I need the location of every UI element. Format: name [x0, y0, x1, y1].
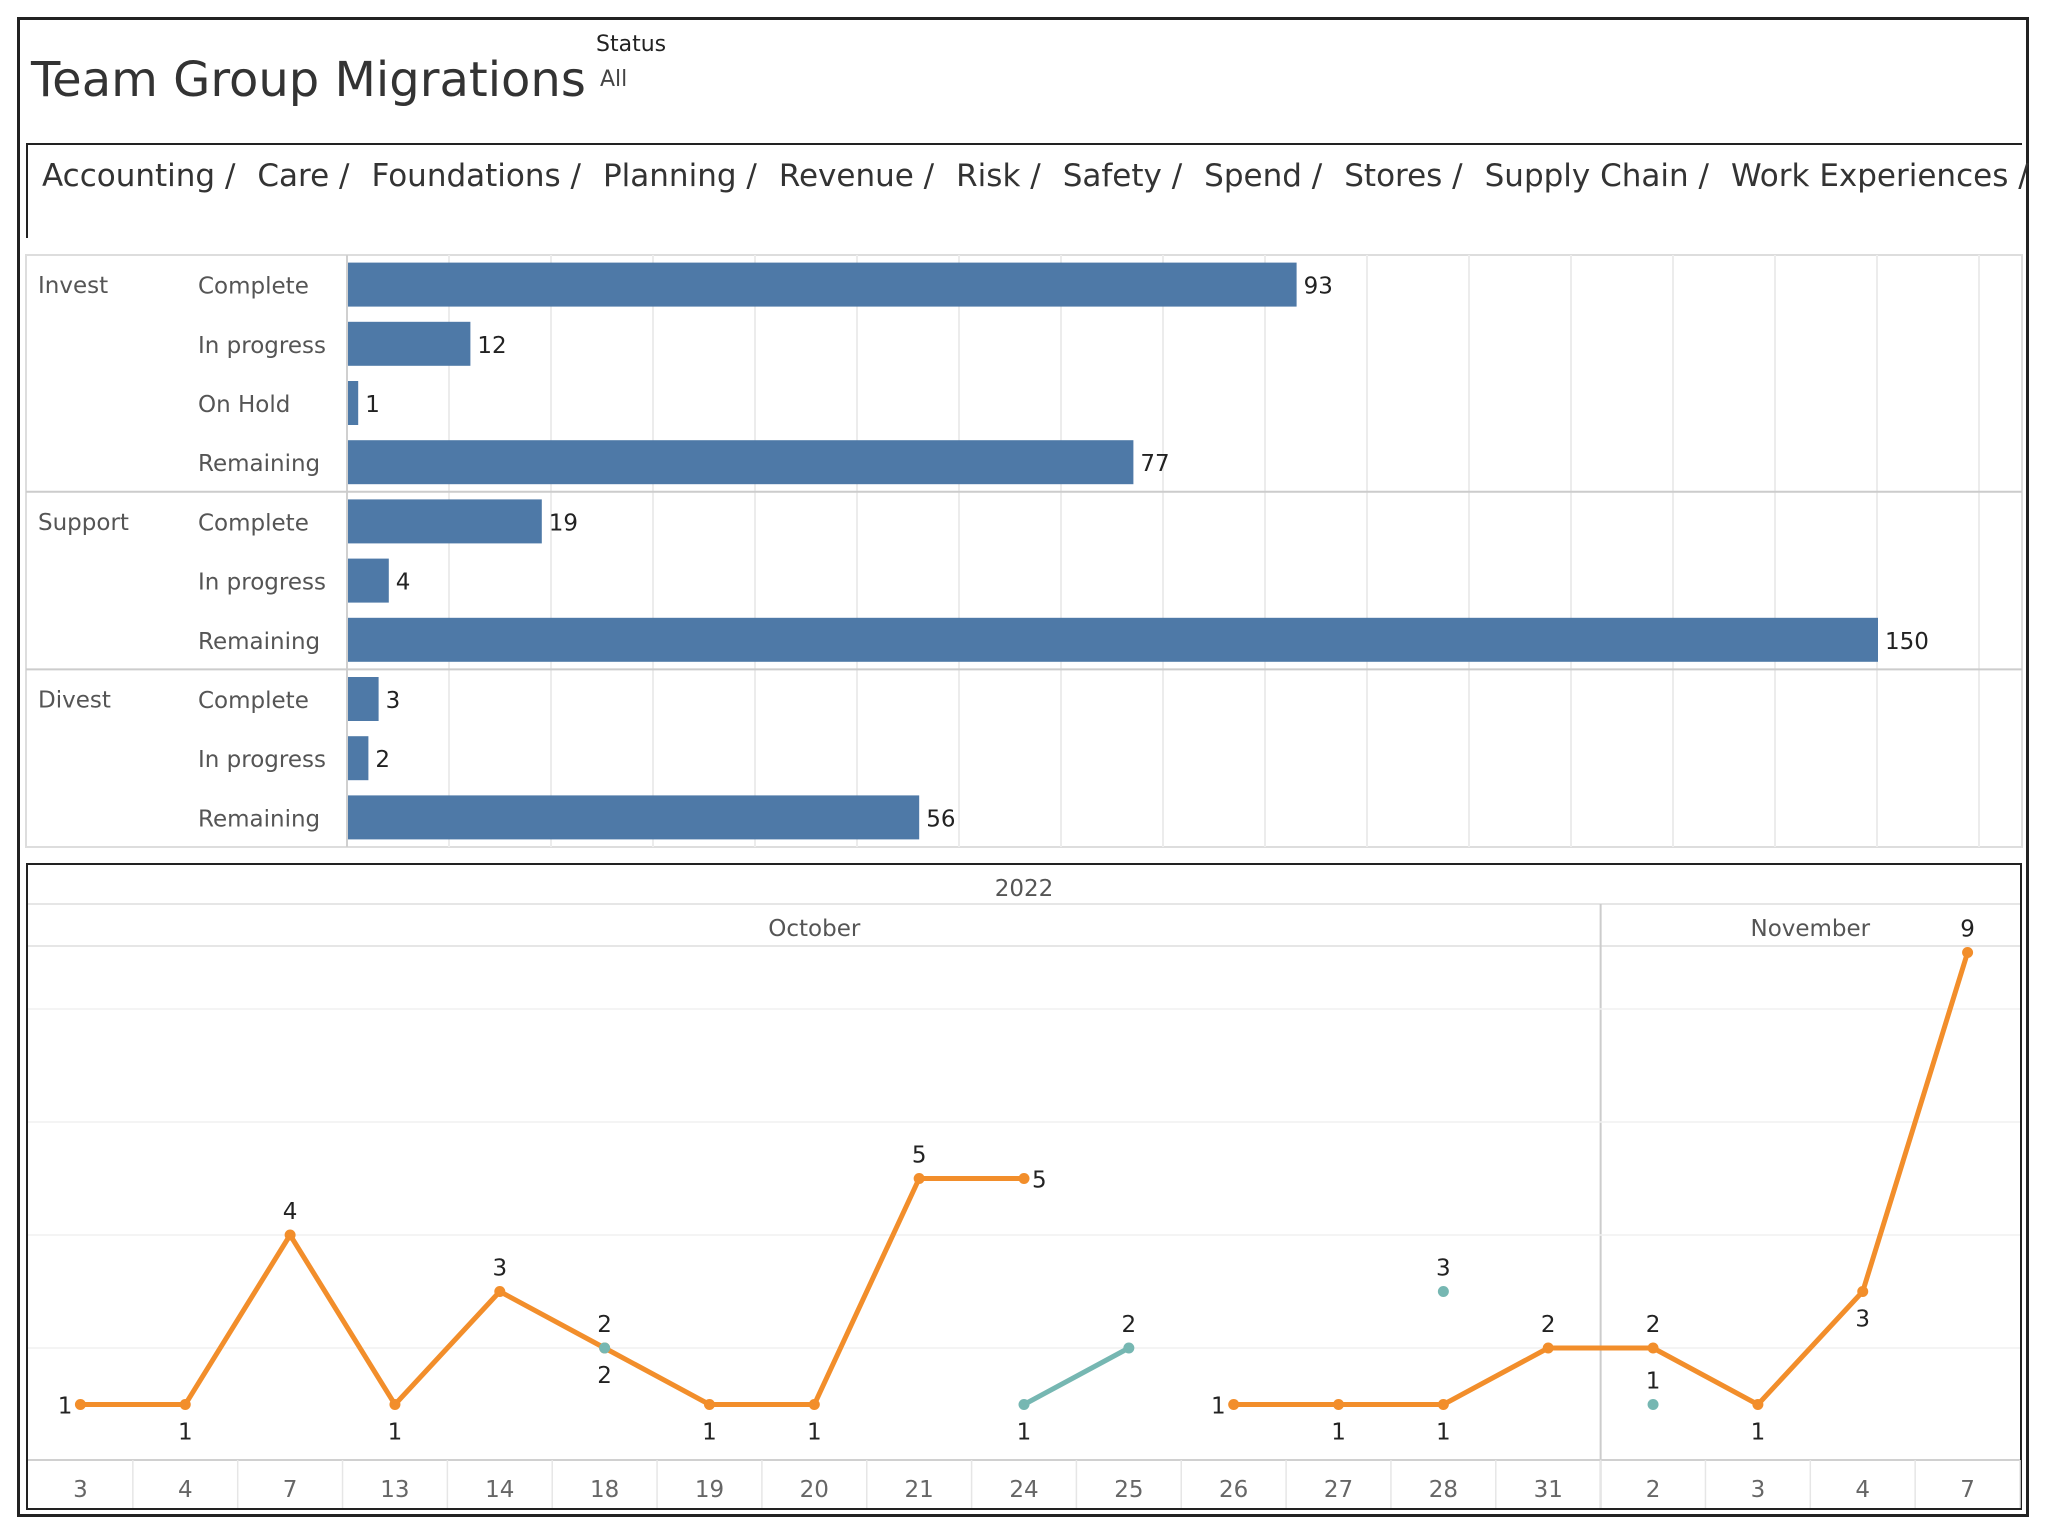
bar [348, 321, 471, 366]
nav-item-accounting[interactable]: Accounting / [42, 158, 236, 194]
bar-row-label: Remaining [198, 806, 320, 832]
timeline-chart-frame [26, 863, 2022, 1510]
nav-item-planning[interactable]: Planning / [602, 158, 757, 194]
nav-item-supply-chain[interactable]: Supply Chain / [1484, 158, 1709, 194]
nav-item-stores[interactable]: Stores / [1344, 158, 1463, 194]
bar [348, 262, 1297, 307]
page-title: Team Group Migrations [31, 52, 586, 108]
bar [348, 677, 379, 721]
status-bar-chart: Invest Complete 93 In progress 12 On Hold 1 Rem… [25, 254, 2023, 848]
nav-item-foundations[interactable]: Foundations / [371, 158, 581, 194]
bar-group-label: Divest [38, 687, 111, 713]
dashboard-frame [17, 17, 2029, 1517]
status-filter-dropdown[interactable]: All [600, 67, 628, 92]
bar-row-label: Remaining [198, 451, 320, 477]
bar [348, 617, 1878, 662]
nav-item-risk[interactable]: Risk / [956, 158, 1041, 194]
bar-value-label: 4 [396, 570, 411, 596]
bar [348, 558, 389, 603]
bar-panel-border [25, 254, 2023, 848]
bar-value-label: 12 [477, 333, 506, 359]
bar [348, 736, 369, 781]
status-filter-label: Status [596, 32, 667, 57]
nav-divider [26, 143, 2022, 145]
bar-row-label: Complete [198, 274, 309, 300]
bar-value-label: 77 [1140, 451, 1169, 477]
bar-row-label: In progress [198, 570, 326, 596]
bar-value-label: 93 [1304, 274, 1333, 300]
bar-row-label: Complete [198, 688, 309, 714]
bar-value-label: 150 [1885, 629, 1929, 655]
nav-item-work-experiences[interactable]: Work Experiences / [1730, 158, 2029, 194]
bar-row-label: Complete [198, 510, 309, 536]
nav-item-safety[interactable]: Safety / [1062, 158, 1183, 194]
bar [348, 795, 920, 840]
team-nav: Accounting / Care / Foundations / Planni… [42, 158, 2048, 198]
nav-item-spend[interactable]: Spend / [1204, 158, 1323, 194]
bar-row-label: In progress [198, 333, 326, 359]
nav-item-care[interactable]: Care / [257, 158, 350, 194]
bar-group-label: Invest [38, 273, 108, 299]
bar [348, 440, 1134, 485]
bar [348, 381, 359, 425]
bar-value-label: 2 [375, 747, 390, 773]
bar-group-label: Support [38, 510, 129, 536]
nav-left-border [26, 143, 28, 238]
bar [348, 499, 542, 544]
bar-value-label: 3 [386, 688, 401, 714]
bar-row-label: On Hold [198, 392, 290, 418]
bar-row-label: Remaining [198, 629, 320, 655]
nav-item-revenue[interactable]: Revenue / [778, 158, 935, 194]
bar-value-label: 19 [549, 510, 578, 536]
bar-value-label: 56 [926, 806, 955, 832]
bar-row-label: In progress [198, 747, 326, 773]
bar-value-label: 1 [365, 392, 380, 418]
